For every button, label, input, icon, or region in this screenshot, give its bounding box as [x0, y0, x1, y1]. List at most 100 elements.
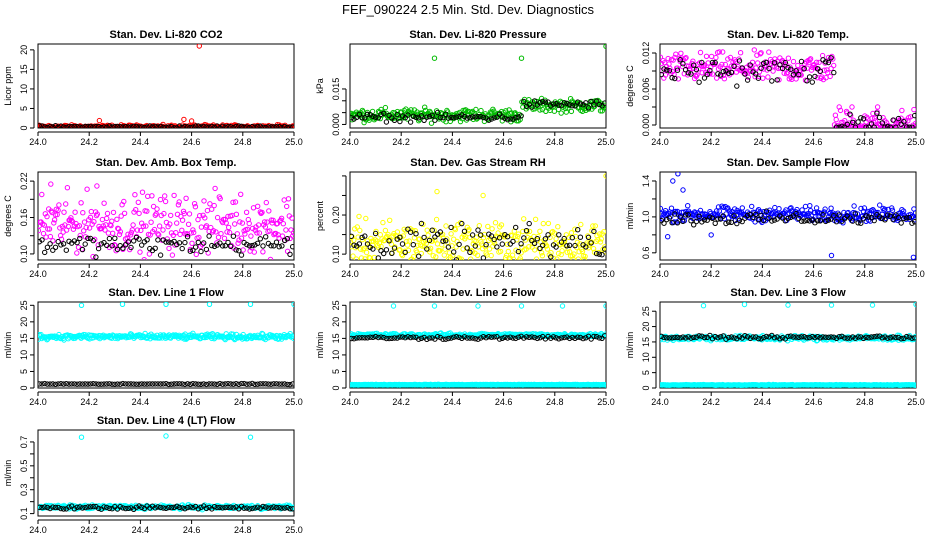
x-tick-label: 24.6 [805, 269, 823, 279]
point [106, 123, 113, 128]
point [801, 334, 807, 340]
point [492, 220, 499, 226]
point [899, 107, 905, 114]
x-tick-label: 25.0 [285, 397, 303, 407]
point [804, 78, 810, 84]
point [74, 504, 80, 510]
point [755, 60, 761, 66]
point [402, 335, 408, 341]
point [660, 54, 664, 60]
point [160, 381, 167, 387]
point [47, 123, 53, 128]
point [128, 229, 135, 236]
point [109, 381, 115, 387]
point [130, 222, 136, 228]
point [561, 100, 567, 106]
point [246, 381, 253, 387]
point [593, 98, 600, 104]
y-tick-label: 10 [331, 350, 341, 360]
x-tick-label: 24.4 [754, 269, 772, 279]
point [418, 250, 424, 257]
point [513, 224, 519, 231]
point [723, 220, 729, 227]
point [93, 381, 99, 387]
y-tick-label: 0 [19, 385, 29, 390]
x-tick-label: 24.8 [234, 137, 252, 147]
point [149, 124, 156, 128]
x-tick-label: 25.0 [597, 137, 615, 147]
point [284, 236, 290, 242]
point [895, 214, 902, 221]
point [531, 240, 538, 247]
point [709, 215, 716, 222]
point [494, 114, 500, 120]
point [885, 335, 891, 341]
point [709, 71, 716, 77]
point [206, 381, 212, 387]
point [434, 334, 441, 340]
point [480, 334, 487, 340]
point [727, 54, 734, 61]
point [553, 236, 559, 242]
point [378, 334, 384, 340]
point [677, 57, 683, 63]
point [592, 223, 598, 229]
chart-title: Stan. Dev. Line 4 (LT) Flow [97, 415, 236, 427]
point [693, 218, 700, 225]
point [443, 223, 449, 229]
point [201, 123, 207, 128]
x-tick-label: 24.6 [183, 525, 201, 535]
point [182, 239, 188, 246]
point [693, 334, 700, 340]
point [817, 68, 823, 74]
point [139, 189, 146, 195]
point [203, 505, 210, 511]
point [60, 241, 67, 247]
chart-title: Stan. Dev. Sample Flow [727, 157, 850, 169]
point [558, 102, 565, 109]
point [771, 60, 778, 66]
point [72, 209, 78, 215]
x-tick-label: 24.0 [29, 269, 47, 279]
point [44, 381, 51, 387]
point [249, 505, 255, 512]
point [287, 381, 293, 388]
point [74, 123, 80, 128]
point [526, 228, 533, 235]
point [133, 123, 140, 128]
point [244, 505, 250, 511]
point [496, 111, 503, 117]
point [225, 123, 231, 128]
point [475, 336, 481, 342]
point [283, 227, 289, 233]
point [531, 98, 538, 104]
point [852, 211, 859, 217]
point [807, 203, 813, 209]
point [680, 334, 686, 340]
point [890, 117, 896, 123]
x-tick-label: 24.8 [234, 397, 252, 407]
point [418, 335, 425, 341]
point [359, 236, 366, 243]
chart-title: Stan. Dev. Line 3 Flow [730, 287, 846, 299]
point [289, 215, 294, 221]
point [766, 49, 772, 55]
point [134, 227, 141, 233]
point [882, 217, 888, 223]
point [852, 335, 859, 341]
outlier-point [196, 44, 202, 49]
point [450, 252, 456, 259]
point [179, 217, 186, 223]
point [472, 243, 478, 249]
point [863, 124, 869, 128]
point [709, 59, 716, 66]
point [192, 204, 199, 210]
y-tick-label: 5 [641, 370, 651, 375]
point [575, 334, 581, 340]
point [734, 220, 740, 227]
point [461, 228, 468, 235]
point [351, 336, 357, 342]
